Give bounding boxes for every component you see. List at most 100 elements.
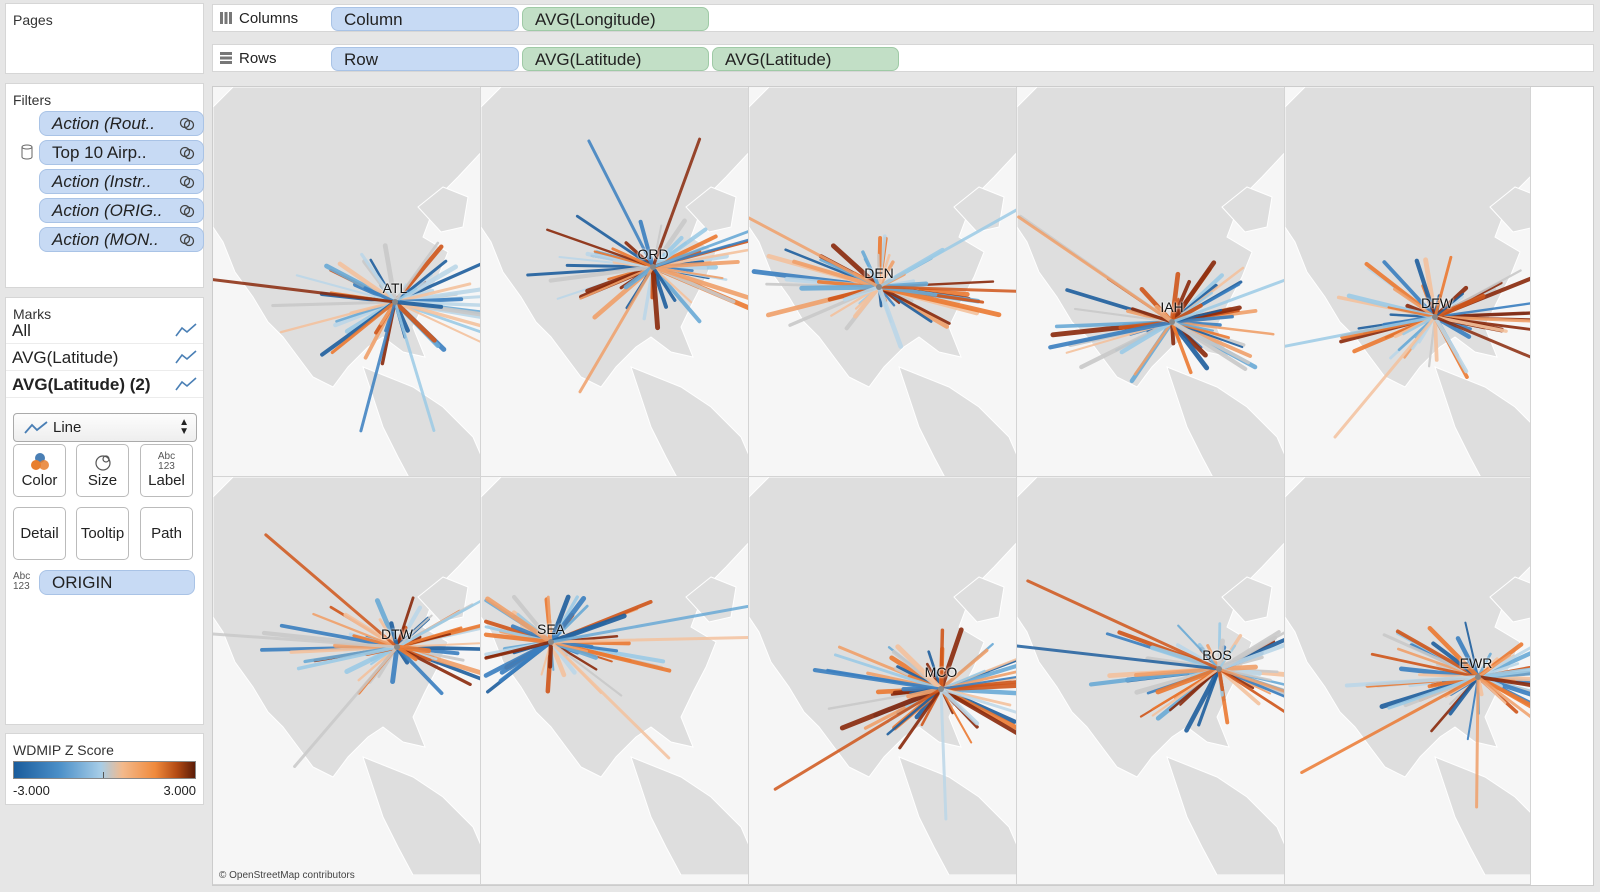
route-line[interactable] [1169,260,1217,325]
route-line[interactable] [549,640,589,653]
route-line[interactable] [337,261,398,305]
route-line[interactable] [1170,245,1285,324]
avg-latitude-pill-2[interactable]: AVG(Latitude) [712,47,899,71]
filter-pill[interactable]: Action (Instr.. [39,169,204,194]
route-line[interactable] [906,686,944,699]
route-line[interactable] [1017,215,1174,324]
route-line[interactable] [651,265,677,302]
row-pill[interactable]: Row [331,47,519,71]
route-line[interactable] [1171,321,1214,332]
route-line[interactable] [549,598,749,644]
route-line[interactable] [1433,301,1531,319]
legend-color-ramp[interactable] [13,761,196,779]
route-line[interactable] [940,688,973,744]
route-line[interactable] [1170,320,1181,344]
map-cell-bos[interactable]: BOS [1017,477,1285,885]
route-line[interactable] [651,265,693,304]
map-cell-iah[interactable]: IAH [1017,87,1285,477]
map-cell-dfw[interactable]: DFW [1285,87,1531,477]
route-line[interactable] [511,594,554,645]
route-line[interactable] [578,265,655,394]
route-line[interactable] [389,621,400,650]
route-line[interactable] [213,271,397,304]
route-line[interactable] [939,687,1017,757]
route-line[interactable] [1433,315,1508,333]
route-line[interactable] [579,265,655,300]
route-line[interactable] [611,247,655,269]
route-line[interactable] [483,632,554,645]
route-line[interactable] [651,230,749,269]
route-line[interactable] [393,282,472,304]
route-line[interactable] [749,192,881,289]
route-line[interactable] [833,653,943,691]
airport-dot[interactable] [1432,314,1438,320]
route-line[interactable] [279,300,397,334]
route-line[interactable] [393,300,444,309]
route-line[interactable] [1134,667,1221,677]
airport-dot[interactable] [1216,666,1222,672]
origin-pill[interactable]: ORIGIN [39,570,195,595]
route-line[interactable] [395,626,463,649]
route-line[interactable] [1476,675,1531,687]
route-line[interactable] [1217,667,1285,714]
route-line[interactable] [939,648,989,691]
route-line[interactable] [1393,287,1437,319]
route-line[interactable] [1344,675,1480,688]
route-line[interactable] [393,241,440,304]
route-line[interactable] [1387,306,1437,319]
route-line[interactable] [650,264,749,300]
avg-latitude-pill-1[interactable]: AVG(Latitude) [522,47,709,71]
route-line[interactable] [938,686,980,726]
route-line[interactable] [939,687,948,821]
route-line[interactable] [895,644,944,692]
color-card[interactable]: Color [13,444,66,497]
route-line[interactable] [939,628,945,691]
map-cell-sea[interactable]: SEA [481,477,749,885]
route-line[interactable] [1432,293,1486,320]
route-line[interactable] [938,686,1017,735]
route-line[interactable] [877,285,951,325]
route-line[interactable] [1433,315,1469,374]
route-line[interactable] [393,300,481,328]
route-line[interactable] [382,243,398,305]
route-line[interactable] [792,259,882,290]
route-line[interactable] [1216,638,1225,672]
route-line[interactable] [1119,319,1175,355]
route-line[interactable] [1026,579,1221,671]
airport-dot[interactable] [548,639,554,645]
marks-layer-0[interactable]: All [6,317,203,344]
route-line[interactable] [623,264,656,290]
route-line[interactable] [898,687,943,750]
route-line[interactable] [548,639,554,669]
airport-dot[interactable] [1169,319,1175,325]
column-pill[interactable]: Column [331,7,519,31]
route-line[interactable] [1073,307,1174,324]
route-line[interactable] [1151,667,1221,717]
route-line[interactable] [295,274,397,304]
airport-dot[interactable] [1475,674,1481,680]
route-line[interactable] [548,264,656,283]
route-line[interactable] [1434,292,1464,318]
map-cell-mco[interactable]: MCO [749,477,1017,885]
map-cell-ord[interactable]: ORD [481,87,749,477]
route-line[interactable] [575,214,655,269]
route-line[interactable] [839,686,944,731]
mark-type-dropdown[interactable]: Line ▲ ▼ [13,413,197,442]
route-line[interactable] [549,640,671,760]
route-line[interactable] [1048,319,1175,350]
route-line[interactable] [546,228,655,269]
route-line[interactable] [927,650,943,691]
route-line[interactable] [271,300,397,308]
avg-longitude-pill[interactable]: AVG(Longitude) [522,7,709,31]
path-card[interactable]: Path [140,507,193,560]
route-line[interactable] [484,640,553,660]
size-card[interactable]: Size [76,444,129,497]
airport-dot[interactable] [394,644,400,650]
route-line[interactable] [876,284,1002,318]
route-line[interactable] [548,613,627,645]
route-line[interactable] [1177,624,1221,671]
route-line[interactable] [799,284,882,291]
route-line[interactable] [549,635,749,644]
route-line[interactable] [638,219,655,269]
route-line[interactable] [651,137,702,269]
